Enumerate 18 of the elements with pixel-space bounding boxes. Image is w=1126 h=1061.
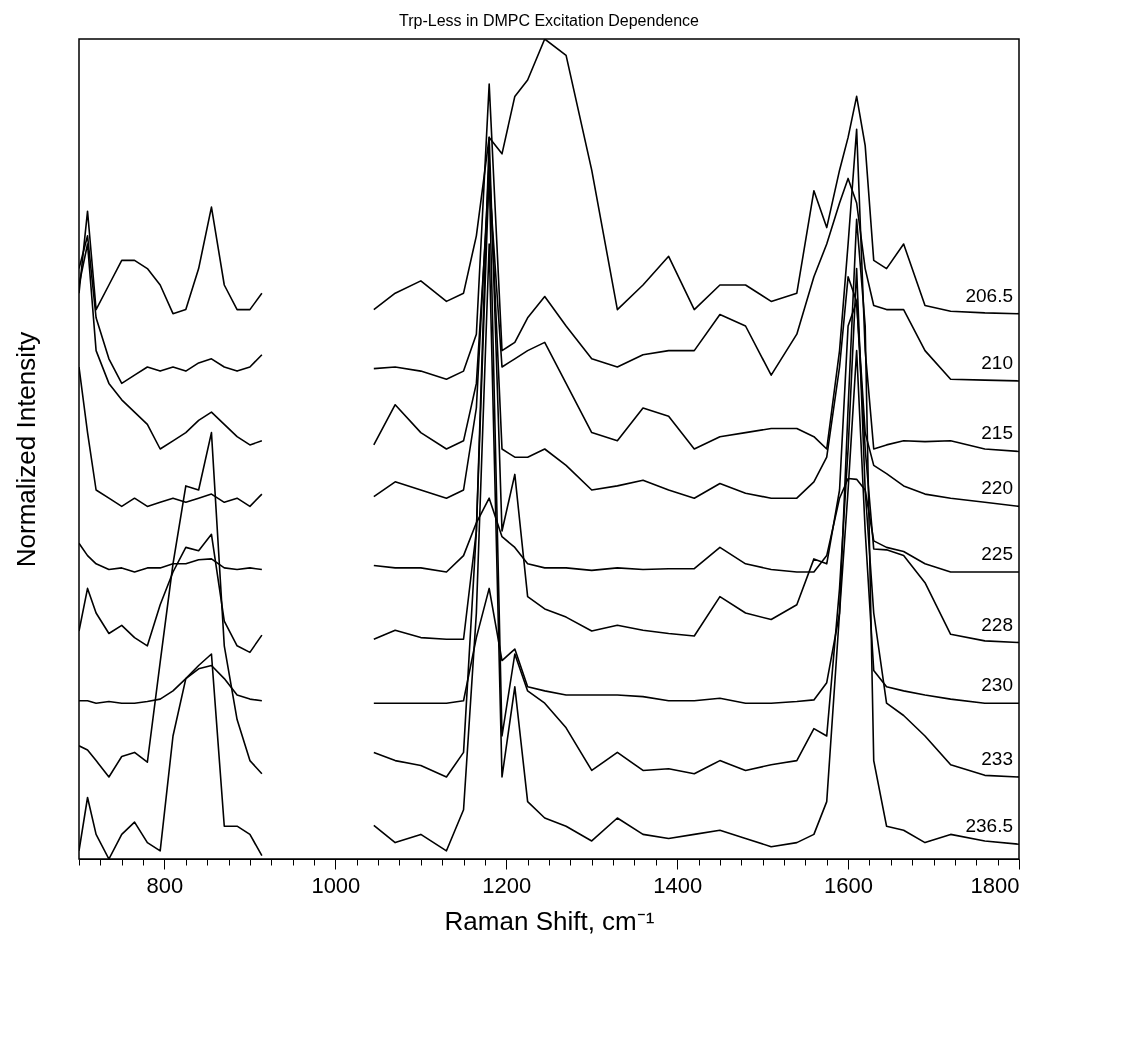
y-axis-title: Normalized Intensity <box>10 331 41 568</box>
series-label: 220 <box>981 477 1013 499</box>
x-tick-label: 800 <box>146 872 184 898</box>
x-tick-label: 1400 <box>653 872 703 898</box>
series-label: 225 <box>981 543 1013 564</box>
series-label: 233 <box>981 748 1013 769</box>
series-label: 215 <box>981 422 1013 444</box>
series-label: 206.5 <box>965 284 1013 306</box>
x-tick-label: 1600 <box>824 872 874 898</box>
chart-title: Trp-Less in DMPC Excitation Dependence <box>399 12 700 29</box>
series-label: 228 <box>981 613 1013 635</box>
x-tick-label: 1200 <box>482 872 532 898</box>
x-tick-label: 1800 <box>970 872 1020 898</box>
x-axis-title: Raman Shift, cm⁻¹ <box>444 905 655 936</box>
series-label: 236.5 <box>965 815 1013 837</box>
x-tick-label: 1000 <box>311 872 361 898</box>
series-label: 210 <box>981 351 1013 373</box>
series-label: 230 <box>981 674 1013 696</box>
